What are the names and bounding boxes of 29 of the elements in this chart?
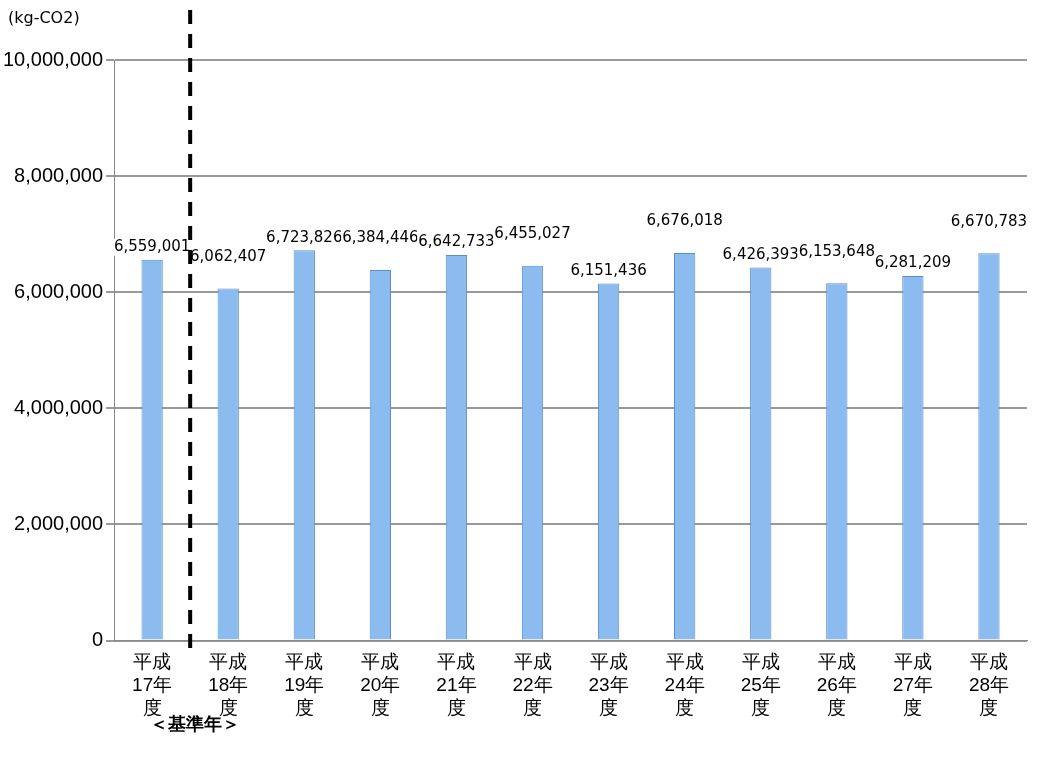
data-label: 6,426,393 (722, 244, 799, 263)
data-label: 6,455,027 (494, 224, 571, 243)
x-tick-label: 平成27年度 (892, 651, 933, 718)
data-label: 6,676,018 (646, 211, 723, 230)
data-label: 6,559,001 (113, 237, 191, 256)
x-tick-label: 平成24年度 (664, 651, 705, 718)
x-tick-label: 平成19年度 (284, 651, 325, 718)
x-tick-label: 平成22年度 (512, 651, 553, 718)
y-axis-title: (kg-CO2) (8, 8, 80, 27)
x-tick-label: 平成21年度 (436, 651, 477, 718)
data-label: 6,723,826 (266, 227, 343, 246)
x-tick-label: 平成20年度 (360, 651, 401, 718)
y-tick-label: 2,000,000 (14, 512, 104, 534)
y-tick-label: 4,000,000 (14, 395, 104, 418)
data-label: 6,153,648 (798, 241, 875, 260)
x-tick-label: 平成26年度 (816, 651, 857, 718)
y-tick-label: 10,000,000 (2, 47, 104, 70)
y-tick-label: 8,000,000 (14, 163, 104, 186)
y-tick-label: 6,000,000 (14, 279, 104, 302)
data-label: 6,384,446 (342, 228, 419, 247)
data-label: 6,151,436 (570, 260, 647, 279)
data-label: 6,062,407 (190, 247, 267, 266)
x-tick-label: 平成25年度 (740, 651, 781, 718)
x-tick-label: 平成28年度 (968, 651, 1010, 718)
data-label: 6,670,783 (950, 211, 1028, 230)
x-tick-label: 平成23年度 (588, 651, 629, 718)
data-label: 6,642,733 (418, 232, 495, 251)
y-tick-label: 0 (91, 628, 104, 651)
data-label: 6,281,209 (874, 253, 952, 272)
